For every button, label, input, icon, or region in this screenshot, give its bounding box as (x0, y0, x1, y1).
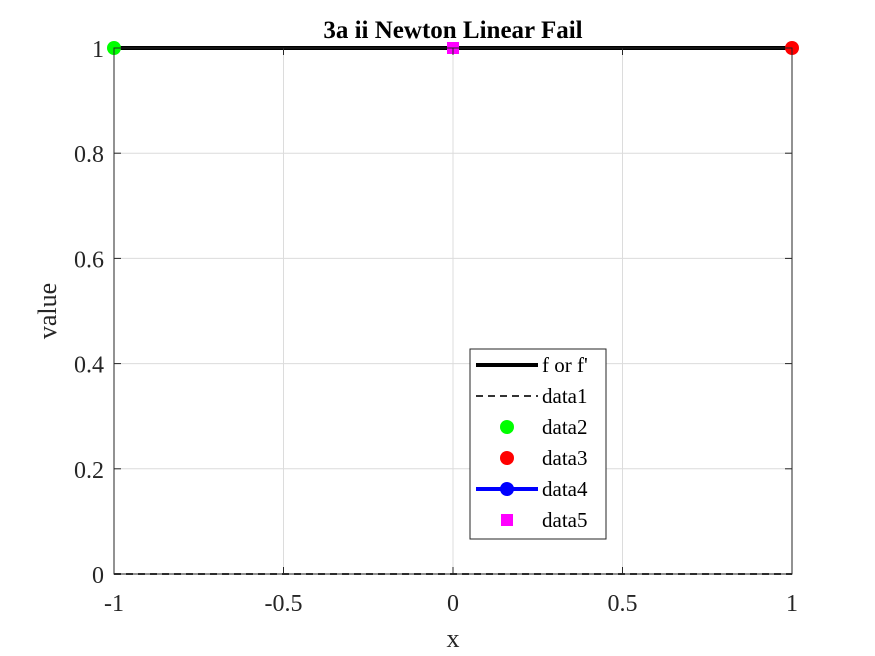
legend-data3-marker (500, 451, 514, 465)
x-tick-label: -1 (104, 591, 124, 617)
x-tick-label: 0 (447, 591, 459, 617)
plot-area: -1 -0.5 0 0.5 1 0 0.2 0.4 0.6 0.8 1 (74, 37, 799, 617)
x-tick-label: -0.5 (265, 591, 303, 617)
ticks: -1 -0.5 0 0.5 1 0 0.2 0.4 0.6 0.8 1 (74, 37, 798, 617)
y-tick-label: 1 (92, 37, 104, 63)
legend-data5-label: data5 (542, 508, 587, 532)
legend-box (469, 348, 607, 540)
legend-data3-label: data3 (542, 446, 587, 470)
x-axis-label: x (447, 624, 460, 653)
y-tick-label: 0.2 (74, 458, 104, 484)
legend-data1-label: data1 (542, 384, 587, 408)
legend-f-or-f-label: f or f' (542, 353, 588, 377)
y-tick-label: 0.8 (74, 142, 104, 168)
y-axis-label: value (33, 283, 62, 339)
grid (114, 48, 792, 574)
y-tick-label: 0 (92, 563, 104, 589)
legend-data4-label: data4 (542, 477, 588, 501)
legend-data2-label: data2 (542, 415, 587, 439)
chart-title: 3a ii Newton Linear Fail (323, 17, 582, 44)
legend-data2-marker (500, 420, 514, 434)
legend: f or f' data1 data2 data3 data4 data5 (469, 348, 607, 540)
x-tick-label: 1 (786, 591, 798, 617)
y-tick-label: 0.6 (74, 247, 104, 273)
legend-data4-marker (500, 482, 514, 496)
y-tick-label: 0.4 (74, 353, 104, 379)
x-tick-label: 0.5 (608, 591, 638, 617)
legend-data5-marker (501, 514, 513, 526)
